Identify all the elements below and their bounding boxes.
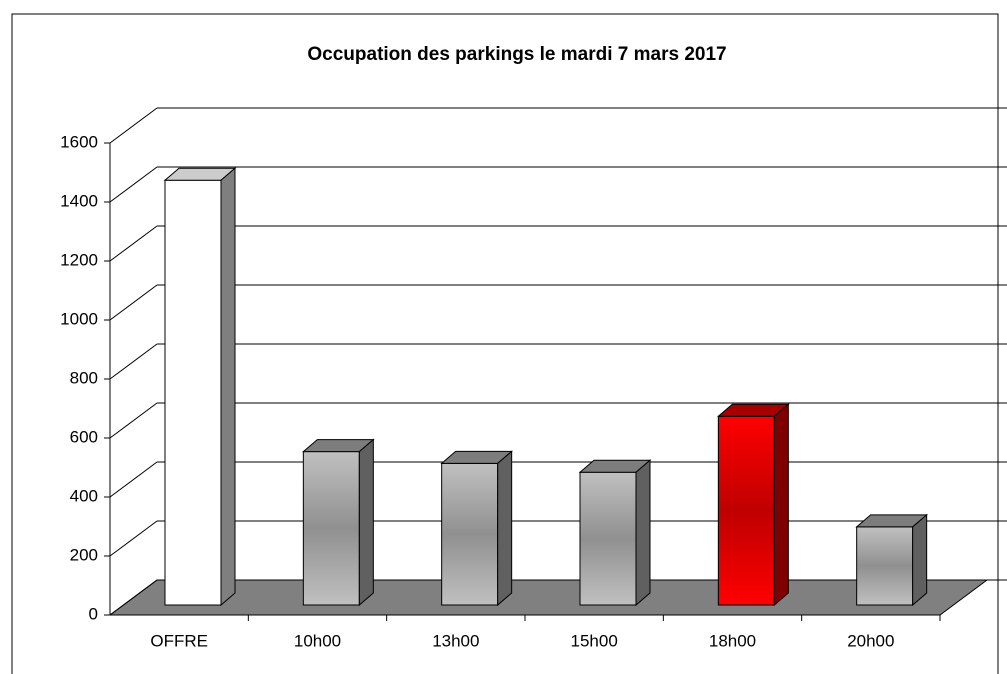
x-tick-label: 13h00 [432,631,479,650]
grid-line [109,284,158,321]
bar-shade [856,526,913,605]
bar-top-shade [718,404,789,417]
bar-shade [580,472,636,605]
bar-top-shade [580,460,650,473]
grid-line [109,107,158,144]
bar [164,179,222,606]
y-tick-label: 800 [70,368,98,387]
x-tick-label: 20h00 [847,631,894,650]
grid-line [109,225,158,262]
bar-top-shade [856,514,927,527]
bar-top-shade [303,439,374,452]
grid-line [109,343,158,380]
floor [108,579,989,616]
bar-side-shade [636,460,650,605]
y-tick-label: 600 [70,427,98,446]
grid-line [109,461,158,498]
bar-side-shade [912,514,927,605]
x-tick-label: 10h00 [294,631,341,650]
y-tick-label: 400 [70,486,98,505]
y-tick-label: 1200 [60,250,98,269]
bar-shade [718,416,775,605]
y-tick-label: 1000 [60,309,98,328]
grid-line [109,166,158,203]
y-tick-label: 200 [70,545,98,564]
y-tick-label: 1600 [60,132,98,151]
bar-top-shade [441,451,512,464]
bar-shade [303,451,360,605]
x-tick-label: 15h00 [571,631,618,650]
grid-line [109,520,158,557]
chart-title: Occupation des parkings le mardi 7 mars … [307,44,726,65]
bar-side-shade [221,168,235,605]
grid-line [109,579,158,616]
x-tick-label: 18h00 [709,631,756,650]
x-tick-label: OFFRE [150,631,208,650]
bar-side-shade [497,451,512,605]
bar-side-shade [774,404,789,605]
grid-line [109,402,158,439]
bar-top-shade [165,168,235,181]
y-tick-label: 0 [89,604,98,623]
y-tick-label: 1400 [60,191,98,210]
bar-side-shade [359,439,374,605]
bar-shade [441,463,498,605]
